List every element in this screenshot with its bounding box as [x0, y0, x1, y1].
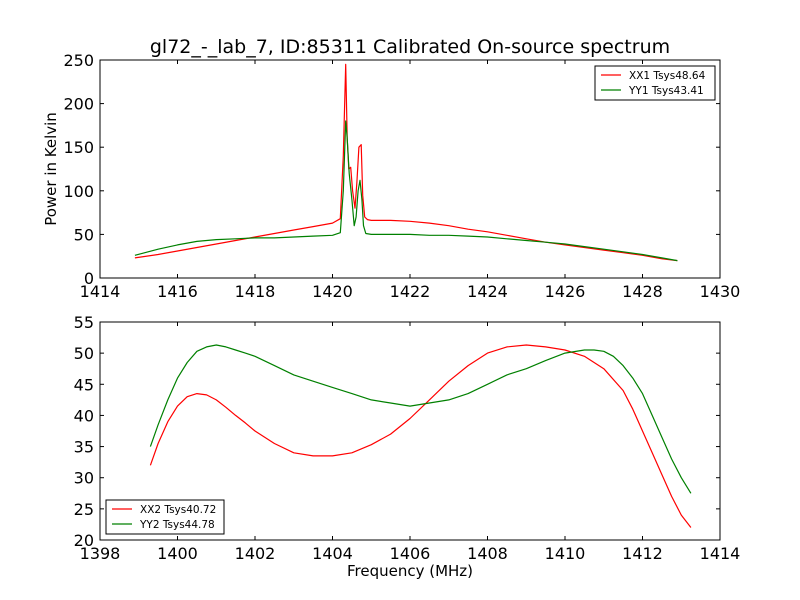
x-tick-label: 1414	[80, 282, 121, 301]
x-tick-label: 1414	[700, 544, 741, 563]
y-tick-label: 50	[74, 225, 94, 244]
x-tick-label: 1424	[467, 282, 508, 301]
y-axis-label: Power in Kelvin	[42, 112, 60, 226]
x-tick-label: 1428	[622, 282, 663, 301]
series-line-2-1	[149, 344, 692, 528]
x-tick-label: 1406	[390, 544, 431, 563]
y-tick-label: 100	[63, 182, 94, 201]
x-tick-label: 1400	[157, 544, 198, 563]
legend-entry: XX1 Tsys48.64	[629, 70, 706, 82]
x-tick-label: 1420	[312, 282, 353, 301]
figure-title: gl72_-_lab_7, ID:85311 Calibrated On-sou…	[150, 36, 670, 58]
y-tick-label: 35	[74, 438, 94, 457]
x-tick-label: 1398	[80, 544, 121, 563]
x-tick-label: 1412	[622, 544, 663, 563]
legend: XX2 Tsys40.72 YY2 Tsys44.78	[105, 499, 225, 535]
x-tick-label: 1422	[390, 282, 431, 301]
y-tick-label: 250	[63, 51, 94, 70]
legend-entry: YY2 Tsys44.78	[139, 519, 215, 531]
y-tick-label: 50	[74, 344, 94, 363]
x-tick-label: 1410	[545, 544, 586, 563]
y-tick-label: 25	[74, 500, 94, 519]
legend-box	[594, 65, 716, 101]
legend: XX1 Tsys48.64 YY1 Tsys43.41	[594, 65, 716, 101]
y-tick-label: 20	[74, 531, 94, 550]
upper-spectrum-plot: 1414 1416 1418 1420 1422 1424 1426 1428 1430 0 50 1…	[63, 51, 740, 301]
y-tick-label: 45	[74, 375, 94, 394]
series-line-2-2	[149, 344, 692, 494]
y-tick-label: 40	[74, 406, 94, 425]
y-tick-label: 0	[84, 269, 94, 288]
legend-entry: YY1 Tsys43.41	[628, 85, 704, 97]
x-axis-label: Frequency (MHz)	[347, 562, 473, 580]
y-tick-label: 55	[74, 313, 94, 332]
series-line-1-2	[134, 120, 678, 262]
x-tick-label: 1426	[545, 282, 586, 301]
y-tick-label: 200	[63, 95, 94, 114]
y-tick-label: 30	[74, 469, 94, 488]
y-tick-label: 150	[63, 138, 94, 157]
lower-spectrum-plot: 1398 1400 1402 1404 1406 1408 1410 1412 1414 20 25…	[74, 313, 741, 563]
x-tick-label: 1404	[312, 544, 353, 563]
x-tick-label: 1416	[157, 282, 198, 301]
legend-entry: XX2 Tsys40.72	[140, 504, 216, 516]
x-tick-label: 1408	[467, 544, 508, 563]
x-tick-label: 1418	[235, 282, 276, 301]
legend-box	[105, 499, 225, 535]
x-tick-label: 1430	[700, 282, 741, 301]
x-tick-label: 1402	[235, 544, 276, 563]
